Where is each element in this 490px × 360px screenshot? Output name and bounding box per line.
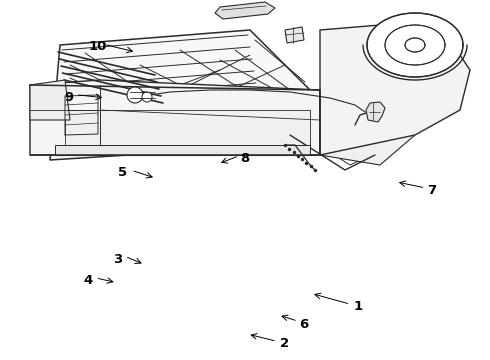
Text: 4: 4 — [84, 274, 93, 287]
Text: 1: 1 — [353, 300, 362, 312]
Text: 7: 7 — [427, 184, 436, 197]
Polygon shape — [65, 110, 310, 145]
Polygon shape — [366, 102, 385, 122]
Text: 8: 8 — [241, 152, 249, 165]
Polygon shape — [55, 145, 310, 155]
Polygon shape — [320, 25, 470, 155]
Polygon shape — [30, 80, 320, 155]
Text: 6: 6 — [299, 318, 308, 330]
Text: 10: 10 — [89, 40, 107, 53]
Text: 2: 2 — [280, 337, 289, 350]
Polygon shape — [30, 80, 70, 120]
Text: 5: 5 — [118, 166, 127, 179]
Polygon shape — [215, 2, 275, 19]
Ellipse shape — [367, 13, 463, 77]
Text: 9: 9 — [64, 91, 73, 104]
Polygon shape — [285, 27, 304, 43]
Polygon shape — [50, 30, 310, 160]
Circle shape — [142, 92, 152, 102]
Circle shape — [127, 87, 143, 103]
Polygon shape — [320, 122, 415, 165]
Text: 3: 3 — [113, 253, 122, 266]
